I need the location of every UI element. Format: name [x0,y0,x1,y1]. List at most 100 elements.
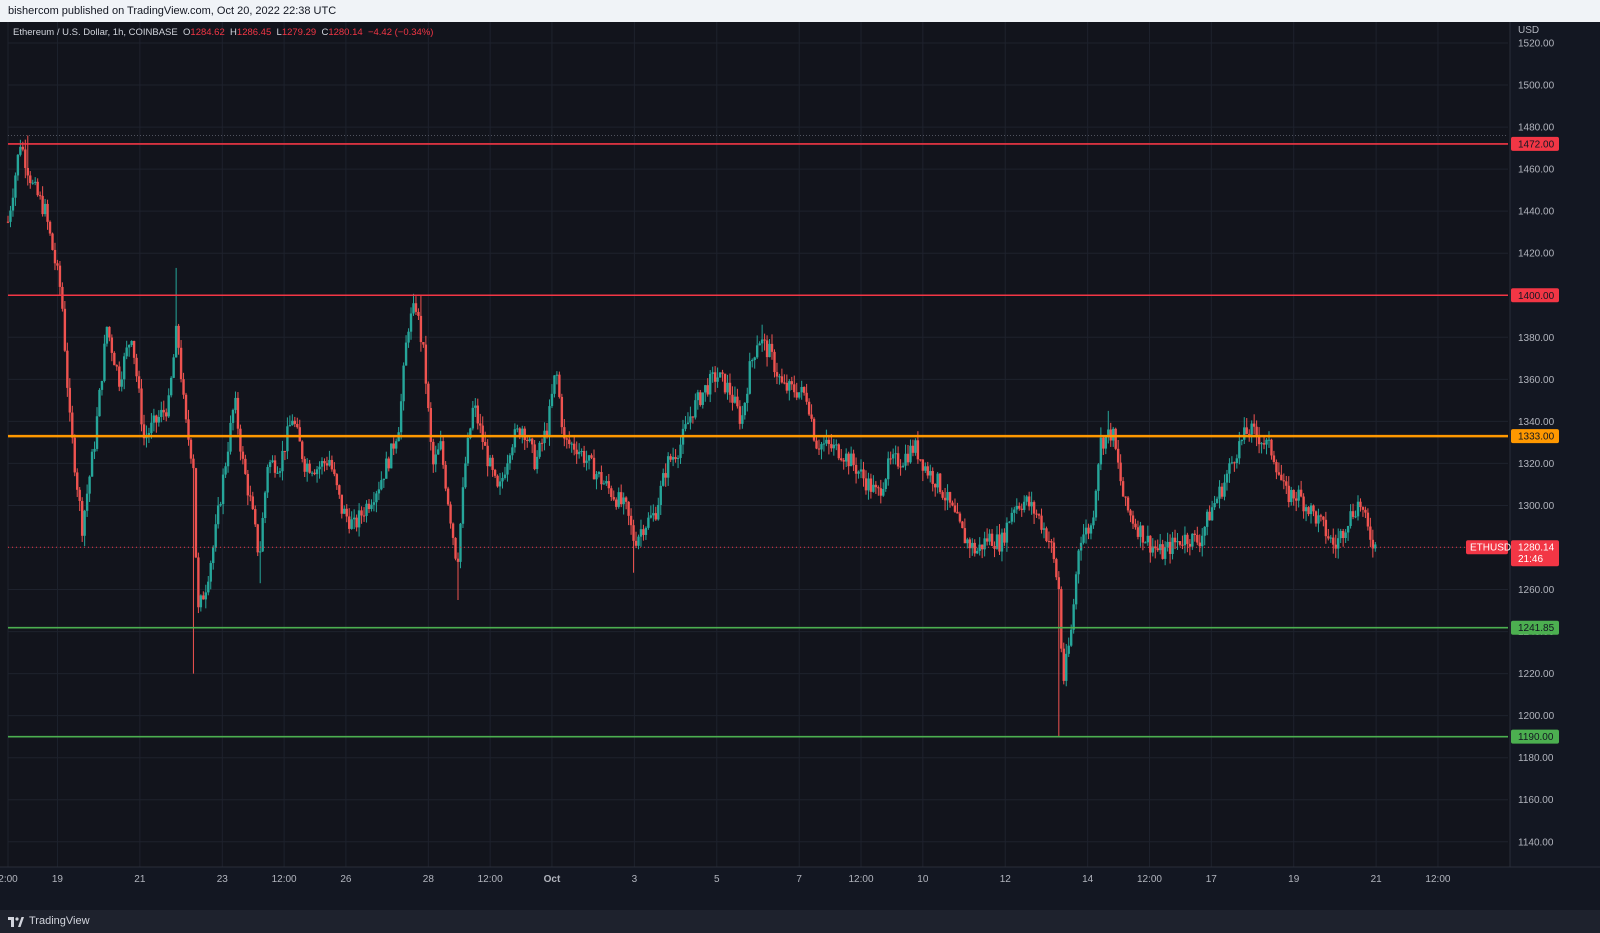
candle-body [1317,515,1320,524]
candle-body [795,392,798,398]
candle-body [483,441,487,446]
candle-body [911,445,915,453]
candle-body [743,402,747,416]
candle-body [619,492,623,505]
candle-body [1052,542,1056,560]
candle-body [1248,433,1251,435]
candle-body [459,523,462,562]
candle-body [382,478,386,481]
candle-body [385,458,388,479]
tradingview-brand: TradingView [29,915,90,927]
candle-body [1285,481,1288,486]
candle-body [1079,542,1083,551]
candle-body [837,444,840,459]
candle-body [1245,427,1248,434]
candle-body [718,372,722,378]
y-tick-label: 1300.00 [1518,501,1555,512]
candle-body [1139,525,1142,537]
candle-body [790,381,793,385]
candle-body [1215,498,1219,503]
candle-body [212,547,215,564]
candle-body [53,249,57,264]
candle-body [1018,505,1021,509]
candle-body [192,458,195,469]
candle-body [563,427,566,439]
symbol-tag [1466,540,1508,555]
level-price-label: 1190.00 [1518,732,1554,743]
candle-body [980,544,984,550]
candle-body [1307,507,1310,515]
candle-body [1062,648,1065,681]
candle-body [657,504,660,520]
candle-body [372,502,376,505]
candle-body [256,524,259,553]
candle-body [726,382,729,393]
candle-body [469,428,472,439]
candle-body [224,466,227,475]
candle-body [1341,530,1345,539]
candle-body [840,458,843,461]
candle-body [68,387,72,413]
candle-body [867,478,870,491]
candle-body [728,382,732,395]
x-tick-label: Oct [544,874,561,885]
candle-body [990,533,994,546]
candle-body [103,343,106,381]
candle-body [877,487,880,489]
candle-body [283,450,287,452]
candle-body [194,468,198,558]
candle-body [498,481,502,487]
candle-body [491,457,494,470]
price-chart[interactable]: 1520.00 1500.00 1480.00 1460.00 1440.00 1420.… [0,22,1600,910]
candle-body [120,379,123,387]
symbol-description[interactable]: Ethereum / U.S. Dollar, 1h, COINBASE [13,27,178,38]
candle-body [446,488,450,505]
candle-body [1015,505,1018,510]
candle-body [1065,653,1068,681]
candle-body [367,503,371,509]
candle-body [29,175,32,184]
candle-body [558,374,561,397]
candle-body [1359,501,1362,508]
candle-body [231,409,235,423]
candle-body [849,453,853,467]
candle-body [1213,502,1216,508]
candle-body [723,373,727,393]
candle-body [1235,458,1239,464]
candle-body [691,416,695,418]
candle-body [380,480,383,490]
candle-body [325,463,329,466]
candle-body [827,439,831,445]
candle-body [24,149,27,168]
candle-body [66,350,69,388]
candle-body [1228,463,1231,474]
x-tick-label: 2:00 [0,874,18,885]
candle-body [276,472,279,474]
candle-body [19,146,22,155]
y-tick-label: 1320.00 [1518,459,1555,470]
y-tick-label: 1360.00 [1518,375,1555,386]
candle-body [1035,513,1038,515]
candle-body [43,203,47,215]
candle-body [506,463,509,475]
candle-body [1238,441,1241,459]
candle-body [244,458,247,474]
candle-body [71,412,74,438]
candle-body [320,461,324,467]
candle-body [241,451,245,459]
tradingview-logo[interactable]: TradingView [8,910,90,933]
candle-body [696,392,700,401]
candle-body [916,440,920,460]
candle-body [602,483,606,485]
high-value: 1286.45 [236,27,272,38]
y-tick-label: 1480.00 [1518,123,1555,134]
candle-body [1220,486,1224,497]
candle-body [118,366,121,387]
candle-body [1282,480,1286,482]
candle-body [1349,511,1352,526]
candle-body [553,375,556,394]
candle-body [1339,530,1342,539]
candle-body [595,474,598,480]
candle-body [904,453,907,466]
candle-body [219,504,222,506]
